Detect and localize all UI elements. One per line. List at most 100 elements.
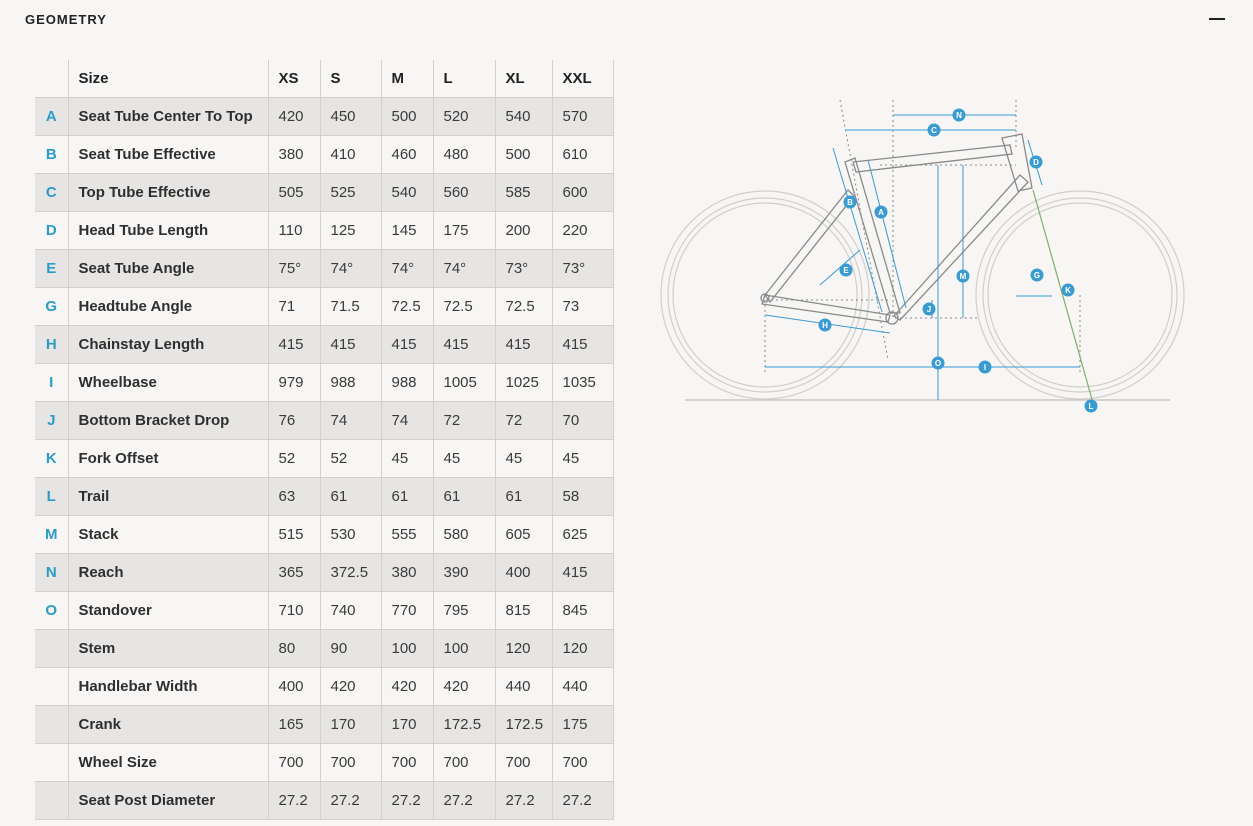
header-s: S <box>320 60 382 98</box>
row-letter: H <box>35 325 69 364</box>
row-value: 380 <box>268 135 321 174</box>
row-value: 72.5 <box>433 287 496 326</box>
row-value: 110 <box>268 211 321 250</box>
row-value: 175 <box>433 211 496 250</box>
header-size: Size <box>68 60 269 98</box>
svg-text:H: H <box>822 321 828 330</box>
row-value: 605 <box>495 515 553 554</box>
diagram-marker-e: E <box>839 263 853 277</box>
row-value: 74° <box>320 249 382 288</box>
table-row: Handlebar Width 400 420 420 420 440 440 <box>35 667 614 706</box>
row-value: 125 <box>320 211 382 250</box>
row-value: 72 <box>433 401 496 440</box>
row-letter <box>35 781 69 820</box>
row-value: 61 <box>495 477 553 516</box>
table-row: A Seat Tube Center To Top 420 450 500 520 540 5… <box>35 97 614 136</box>
row-letter: I <box>35 363 69 402</box>
row-value: 73 <box>552 287 614 326</box>
row-value: 45 <box>495 439 553 478</box>
row-value: 500 <box>495 135 553 174</box>
diagram-marker-a: A <box>874 205 888 219</box>
table-row: K Fork Offset 52 52 45 45 45 45 <box>35 439 614 478</box>
row-label: Seat Tube Center To Top <box>68 97 269 136</box>
row-value: 770 <box>381 591 434 630</box>
row-value: 585 <box>495 173 553 212</box>
row-value: 988 <box>381 363 434 402</box>
row-label: Top Tube Effective <box>68 173 269 212</box>
svg-text:A: A <box>878 208 884 217</box>
row-value: 460 <box>381 135 434 174</box>
row-value: 170 <box>381 705 434 744</box>
diagram-marker-h: H <box>818 318 832 332</box>
svg-text:G: G <box>1034 271 1040 280</box>
row-value: 165 <box>268 705 321 744</box>
row-label: Trail <box>68 477 269 516</box>
row-value: 530 <box>320 515 382 554</box>
minus-icon[interactable] <box>1209 18 1225 20</box>
row-value: 27.2 <box>495 781 553 820</box>
table-row: D Head Tube Length 110 125 145 175 200 220 <box>35 211 614 250</box>
table-row: G Headtube Angle 71 71.5 72.5 72.5 72.5 73 <box>35 287 614 326</box>
row-value: 420 <box>433 667 496 706</box>
row-value: 172.5 <box>495 705 553 744</box>
row-value: 71 <box>268 287 321 326</box>
row-label: Handlebar Width <box>68 667 269 706</box>
table-row: Stem 80 90 100 100 120 120 <box>35 629 614 668</box>
row-value: 61 <box>381 477 434 516</box>
table-row: Wheel Size 700 700 700 700 700 700 <box>35 743 614 782</box>
row-value: 415 <box>381 325 434 364</box>
row-value: 73° <box>495 249 553 288</box>
row-label: Chainstay Length <box>68 325 269 364</box>
diagram-markers: A B C D E G H I J K L M N O <box>818 108 1098 413</box>
header-l: L <box>433 60 496 98</box>
row-value: 520 <box>433 97 496 136</box>
header-m: M <box>381 60 434 98</box>
row-value: 145 <box>381 211 434 250</box>
svg-text:K: K <box>1065 286 1071 295</box>
row-label: Reach <box>68 553 269 592</box>
row-value: 988 <box>320 363 382 402</box>
row-value: 700 <box>433 743 496 782</box>
row-value: 600 <box>552 173 614 212</box>
row-value: 740 <box>320 591 382 630</box>
row-label: Seat Post Diameter <box>68 781 269 820</box>
table-row: M Stack 515 530 555 580 605 625 <box>35 515 614 554</box>
row-label: Stack <box>68 515 269 554</box>
row-value: 372.5 <box>320 553 382 592</box>
svg-text:E: E <box>843 266 849 275</box>
row-value: 80 <box>268 629 321 668</box>
row-value: 560 <box>433 173 496 212</box>
row-value: 555 <box>381 515 434 554</box>
row-value: 400 <box>268 667 321 706</box>
row-value: 27.2 <box>320 781 382 820</box>
row-value: 415 <box>552 553 614 592</box>
svg-text:O: O <box>935 359 941 368</box>
row-value: 440 <box>552 667 614 706</box>
diagram-marker-d: D <box>1029 155 1043 169</box>
row-value: 170 <box>320 705 382 744</box>
row-value: 172.5 <box>433 705 496 744</box>
row-value: 505 <box>268 173 321 212</box>
row-value: 700 <box>552 743 614 782</box>
row-value: 74° <box>433 249 496 288</box>
table-row: Crank 165 170 170 172.5 172.5 175 <box>35 705 614 744</box>
row-letter: B <box>35 135 69 174</box>
row-value: 390 <box>433 553 496 592</box>
row-value: 515 <box>268 515 321 554</box>
row-value: 70 <box>552 401 614 440</box>
row-value: 63 <box>268 477 321 516</box>
row-value: 74 <box>381 401 434 440</box>
row-value: 710 <box>268 591 321 630</box>
row-letter: M <box>35 515 69 554</box>
table-header-row: Size XS S M L XL XXL <box>35 60 614 98</box>
diagram-marker-b: B <box>843 195 857 209</box>
row-value: 525 <box>320 173 382 212</box>
table-row: B Seat Tube Effective 380 410 460 480 500 610 <box>35 135 614 174</box>
row-letter <box>35 667 69 706</box>
row-value: 845 <box>552 591 614 630</box>
row-letter <box>35 705 69 744</box>
row-value: 74 <box>320 401 382 440</box>
row-value: 570 <box>552 97 614 136</box>
table-row: H Chainstay Length 415 415 415 415 415 415 <box>35 325 614 364</box>
row-value: 440 <box>495 667 553 706</box>
